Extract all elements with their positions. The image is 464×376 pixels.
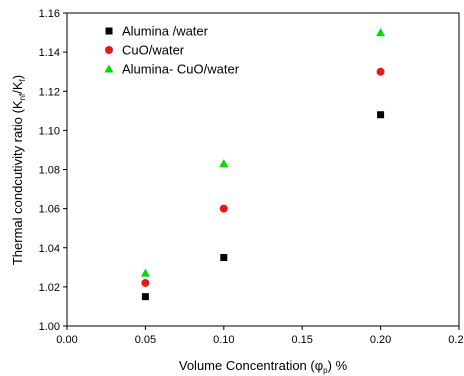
- data-point-square: [220, 254, 228, 262]
- y-tick-label: 1.00: [39, 321, 60, 333]
- legend-marker-circle: [105, 46, 113, 54]
- data-point-circle: [376, 67, 385, 76]
- data-point-triangle: [219, 159, 229, 168]
- plot-frame: [66, 12, 460, 327]
- x-axis-title: Volume Concentration (φp) %: [179, 358, 348, 375]
- data-point-triangle: [376, 28, 386, 37]
- x-tick-label: 0.00: [56, 334, 77, 346]
- legend-label: Alumina- CuO/water: [122, 62, 240, 77]
- y-tick-label: 1.08: [39, 165, 60, 177]
- data-point-triangle: [140, 268, 150, 277]
- data-point-square: [141, 293, 149, 301]
- data-marks: [140, 28, 386, 301]
- legend: Alumina /water CuO/water Alumina- CuO/wate…: [104, 24, 240, 77]
- y-tick-label: 1.06: [39, 204, 60, 216]
- y-tick-label: 1.14: [39, 47, 60, 59]
- y-tick-label: 1.12: [39, 86, 60, 98]
- legend-marker-square: [105, 27, 113, 35]
- legend-label: Alumina /water: [122, 24, 209, 39]
- y-tick-label: 1.02: [39, 282, 60, 294]
- data-point-circle: [219, 204, 228, 213]
- x-tick-label: 0.05: [135, 334, 156, 346]
- data-point-circle: [141, 278, 150, 287]
- y-tick-label: 1.16: [39, 8, 60, 20]
- x-tick-label: 0.10: [213, 334, 234, 346]
- x-tick-label: 0.15: [291, 334, 312, 346]
- x-tick-label: 0.25: [448, 334, 464, 346]
- x-tick-label: 0.20: [370, 334, 391, 346]
- y-tick-label: 1.10: [39, 125, 60, 137]
- axis-ticks: 0.00 0.05 0.10 0.15 0.20 0.25 1.00 1.02 1.04 1.06…: [39, 8, 464, 346]
- legend-marker-triangle: [104, 64, 114, 73]
- y-axis-title: Thermal condcutivity ratio (Knf/Kf): [10, 75, 27, 265]
- legend-label: CuO/water: [122, 43, 185, 58]
- y-tick-label: 1.04: [39, 243, 60, 255]
- data-point-square: [377, 111, 385, 119]
